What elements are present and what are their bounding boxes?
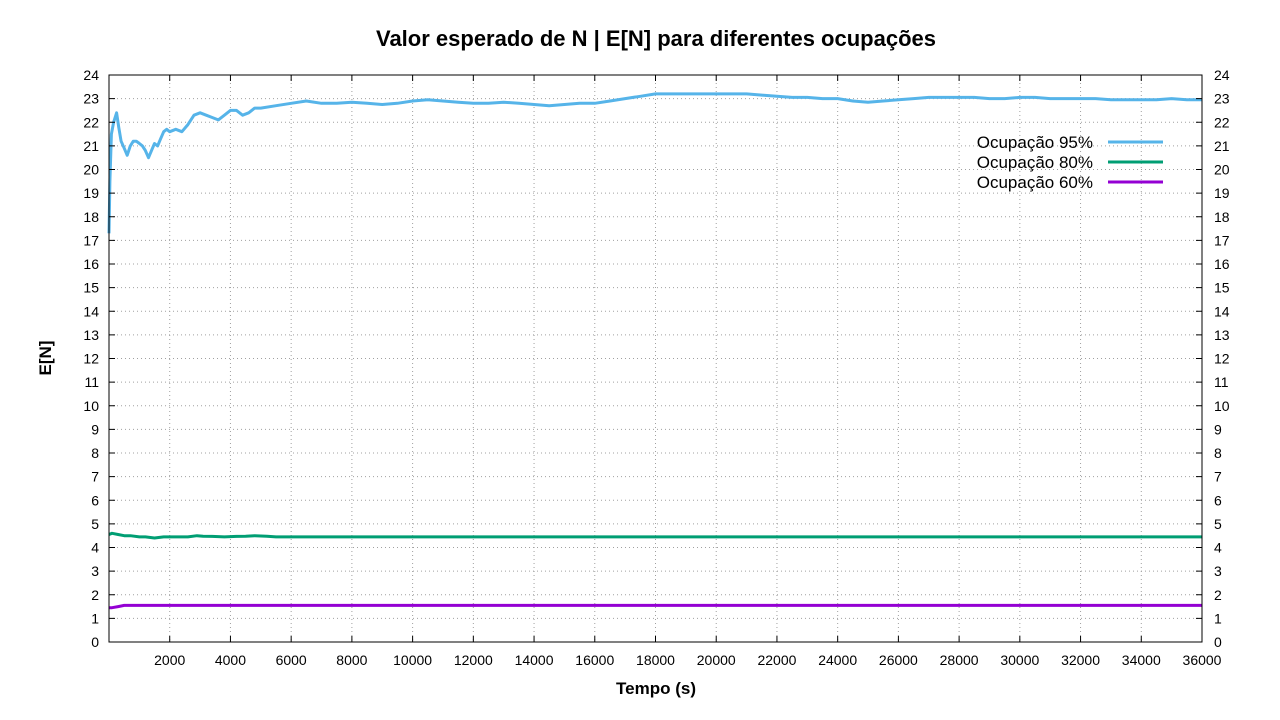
y2-tick-label: 24 — [1214, 67, 1230, 83]
x-tick-label: 4000 — [215, 652, 246, 668]
x-tick-label: 20000 — [697, 652, 736, 668]
y-tick-label: 15 — [83, 280, 99, 296]
y2-tick-label: 20 — [1214, 162, 1230, 178]
y2-tick-label: 12 — [1214, 351, 1230, 367]
y2-tick-label: 19 — [1214, 185, 1230, 201]
y2-tick-label: 7 — [1214, 469, 1222, 485]
y2-tick-label: 2 — [1214, 587, 1222, 603]
y2-tick-label: 0 — [1214, 634, 1222, 650]
y2-tick-label: 11 — [1214, 374, 1229, 390]
y-tick-label: 1 — [91, 610, 99, 626]
y2-tick-label: 5 — [1214, 516, 1222, 532]
y-tick-label: 11 — [84, 374, 99, 390]
y-tick-label: 9 — [91, 421, 99, 437]
grid — [109, 75, 1202, 642]
x-tick-label: 26000 — [879, 652, 918, 668]
y2-tick-label: 14 — [1214, 303, 1230, 319]
y2-tick-label: 8 — [1214, 445, 1222, 461]
legend-label: Ocupação 80% — [977, 153, 1093, 172]
y-tick-label: 18 — [83, 209, 99, 225]
y2-tick-label: 17 — [1214, 232, 1230, 248]
x-tick-label: 2000 — [154, 652, 185, 668]
y2-tick-label: 18 — [1214, 209, 1230, 225]
series-line-1 — [108, 531, 1202, 540]
y-tick-label: 10 — [83, 398, 99, 414]
y-tick-label: 21 — [83, 138, 99, 154]
series-line-0 — [107, 92, 1202, 234]
y-tick-label: 2 — [91, 587, 99, 603]
series-line-2 — [109, 603, 1202, 610]
y-tick-label: 17 — [83, 232, 99, 248]
x-tick-label: 12000 — [454, 652, 493, 668]
legend: Ocupação 95%Ocupação 80%Ocupação 60% — [977, 133, 1163, 192]
y-tick-label: 16 — [83, 256, 99, 272]
y-tick-label: 8 — [91, 445, 99, 461]
x-tick-label: 8000 — [336, 652, 367, 668]
y2-tick-label: 4 — [1214, 540, 1222, 556]
y-tick-label: 14 — [83, 303, 99, 319]
y-tick-label: 0 — [91, 634, 99, 650]
legend-label: Ocupação 95% — [977, 133, 1093, 152]
y2-tick-label: 10 — [1214, 398, 1230, 414]
x-axis-label: Tempo (s) — [616, 679, 696, 698]
y2-tick-label: 22 — [1214, 114, 1230, 130]
chart-title: Valor esperado de N | E[N] para diferent… — [376, 26, 936, 51]
y2-tick-label: 21 — [1214, 138, 1230, 154]
x-tick-label: 18000 — [636, 652, 675, 668]
x-tick-label: 6000 — [276, 652, 307, 668]
x-tick-label: 36000 — [1183, 652, 1222, 668]
x-tick-label: 24000 — [818, 652, 857, 668]
x-tick-label: 22000 — [757, 652, 796, 668]
x-tick-label: 10000 — [393, 652, 432, 668]
y-tick-label: 20 — [83, 162, 99, 178]
x-tick-label: 16000 — [575, 652, 614, 668]
legend-label: Ocupação 60% — [977, 173, 1093, 192]
y2-tick-label: 6 — [1214, 492, 1222, 508]
y-axis-label: E[N] — [36, 341, 55, 376]
y-tick-label: 23 — [83, 91, 99, 107]
y-tick-label: 7 — [91, 469, 99, 485]
y-tick-label: 6 — [91, 492, 99, 508]
x-tick-label: 28000 — [940, 652, 979, 668]
y-tick-label: 3 — [91, 563, 99, 579]
y-tick-label: 5 — [91, 516, 99, 532]
y-tick-label: 12 — [83, 351, 99, 367]
y-tick-label: 13 — [83, 327, 99, 343]
x-tick-label: 30000 — [1000, 652, 1039, 668]
y-tick-label: 24 — [83, 67, 99, 83]
y-tick-label: 4 — [91, 540, 99, 556]
x-tick-label: 32000 — [1061, 652, 1100, 668]
y2-tick-label: 15 — [1214, 280, 1230, 296]
y2-tick-label: 23 — [1214, 91, 1230, 107]
y2-tick-label: 1 — [1214, 610, 1222, 626]
x-tick-label: 14000 — [515, 652, 554, 668]
series-lines — [107, 92, 1202, 610]
x-tick-label: 34000 — [1122, 652, 1161, 668]
y-tick-label: 22 — [83, 114, 99, 130]
y2-tick-label: 3 — [1214, 563, 1222, 579]
y2-tick-label: 13 — [1214, 327, 1230, 343]
y-tick-label: 19 — [83, 185, 99, 201]
y2-tick-label: 16 — [1214, 256, 1230, 272]
y2-tick-label: 9 — [1214, 421, 1222, 437]
